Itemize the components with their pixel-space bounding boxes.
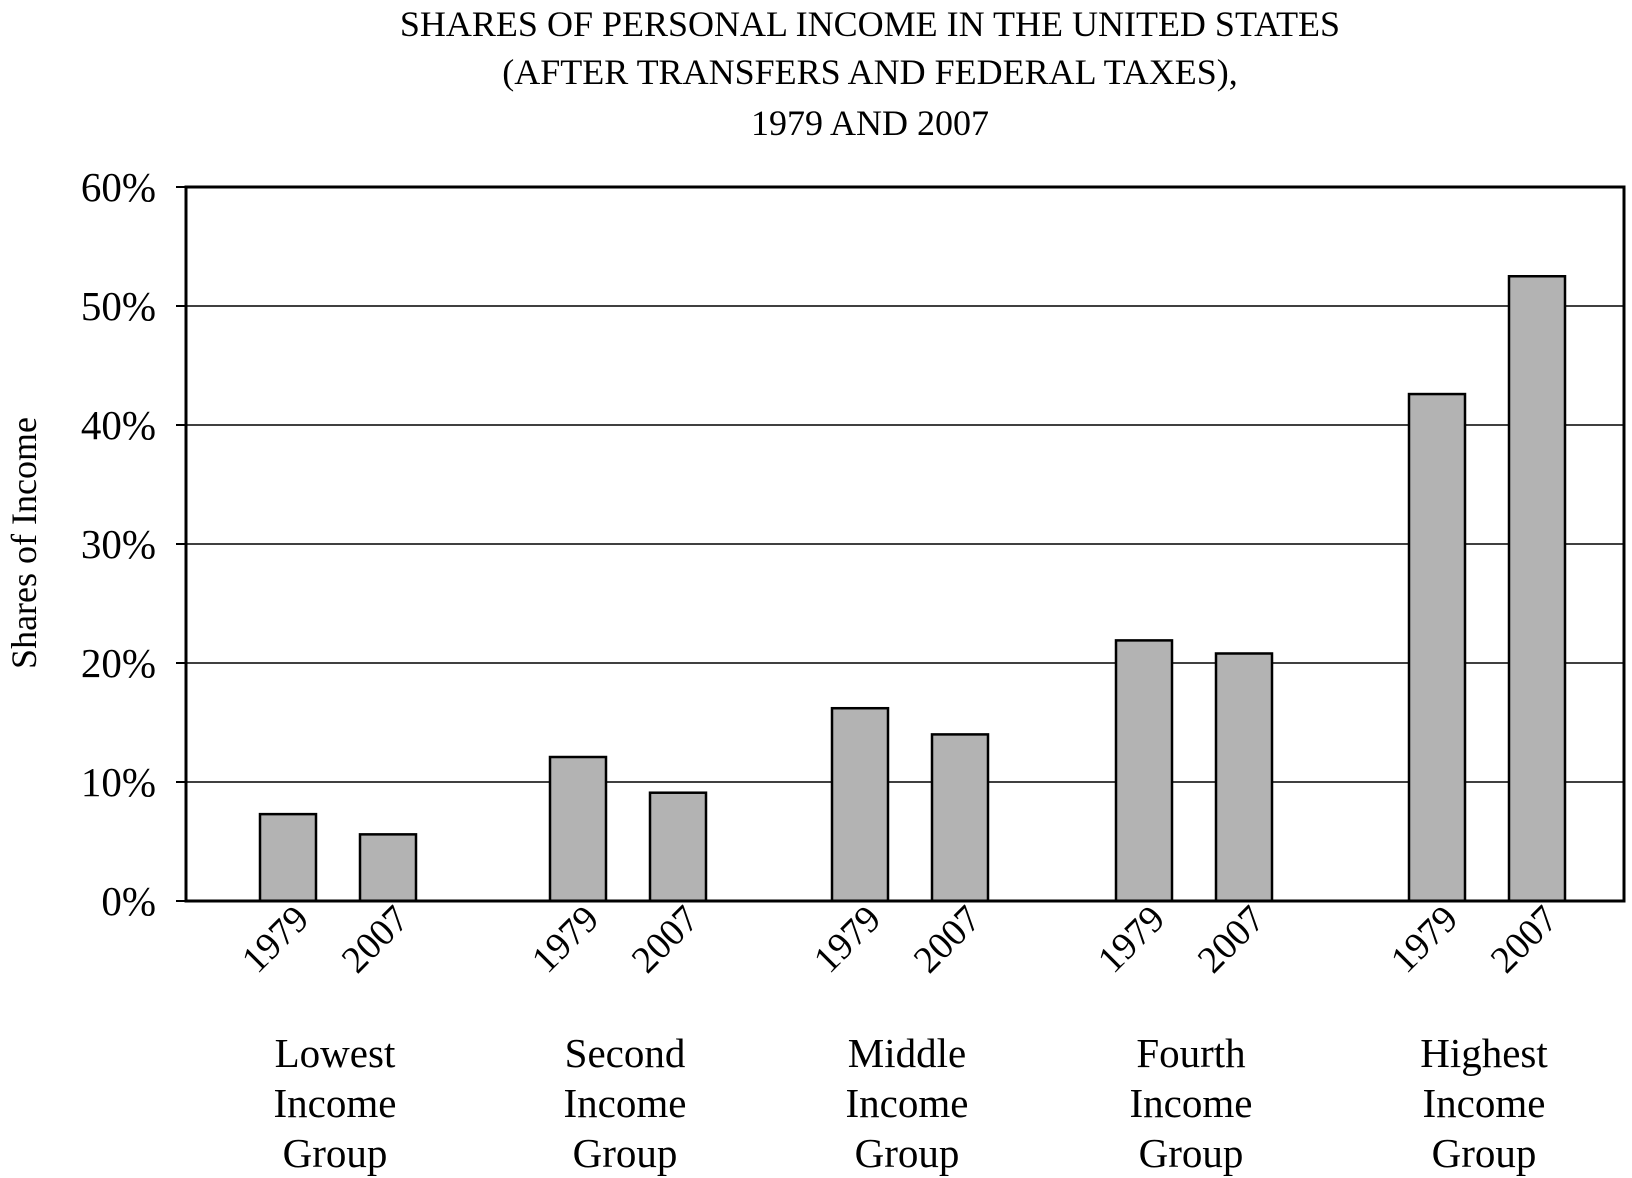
bar (1407, 392, 1467, 903)
chart-title: SHARES OF PERSONAL INCOME IN THE UNITED … (400, 4, 1340, 143)
bar-year-label: 2007 (624, 898, 707, 981)
bar (1214, 652, 1274, 903)
category-label: Lowest (275, 1030, 396, 1076)
category-label: Income (1130, 1080, 1253, 1126)
y-tick-label: 0% (101, 878, 156, 924)
bar-year-label: 1979 (234, 898, 317, 981)
bar-year-label: 2007 (334, 898, 417, 981)
bar-year-label: 1979 (1090, 898, 1173, 981)
category-label: Income (846, 1080, 969, 1126)
y-tick-label: 50% (81, 283, 156, 329)
category-label: Middle (848, 1030, 966, 1076)
y-tick-label: 60% (81, 164, 156, 210)
chart-title-line: 1979 AND 2007 (751, 103, 989, 143)
category-label: Second (565, 1030, 686, 1076)
chart-title-line: (AFTER TRANSFERS AND FEDERAL TAXES), (502, 52, 1238, 92)
bar-year-label: 2007 (1483, 898, 1566, 981)
y-axis: 0% 10% 20% 30% 40% 50% 60% (81, 164, 186, 924)
category-label: Group (1432, 1130, 1537, 1176)
category-label: Income (1423, 1080, 1546, 1126)
category-label: Income (564, 1080, 687, 1126)
y-tick-label: 20% (81, 640, 156, 686)
y-tick-label: 40% (81, 402, 156, 448)
bar (358, 833, 418, 903)
y-tick-label: 10% (81, 759, 156, 805)
bar (258, 812, 318, 903)
category-label: Group (855, 1130, 960, 1176)
category-label: Highest (1420, 1030, 1548, 1076)
category-label: Group (283, 1130, 388, 1176)
bar (1507, 275, 1567, 903)
gridlines (186, 305, 1624, 783)
bar-year-label: 2007 (906, 898, 989, 981)
bar-year-label: 1979 (524, 898, 607, 981)
bar (830, 706, 890, 903)
bar (548, 755, 608, 903)
y-tick-label: 30% (81, 521, 156, 567)
bar (930, 733, 990, 903)
category-label: Fourth (1136, 1030, 1245, 1076)
category-label: Group (1139, 1130, 1244, 1176)
bar (648, 791, 708, 903)
bars (258, 275, 1567, 903)
bar-year-label: 2007 (1190, 898, 1273, 981)
chart-title-line: SHARES OF PERSONAL INCOME IN THE UNITED … (400, 4, 1340, 44)
bar-year-label: 1979 (806, 898, 889, 981)
category-label: Group (573, 1130, 678, 1176)
category-label: Income (274, 1080, 397, 1126)
y-axis-label: Shares of Income (4, 417, 44, 669)
bar-year-label: 1979 (1383, 898, 1466, 981)
bar (1114, 639, 1174, 903)
